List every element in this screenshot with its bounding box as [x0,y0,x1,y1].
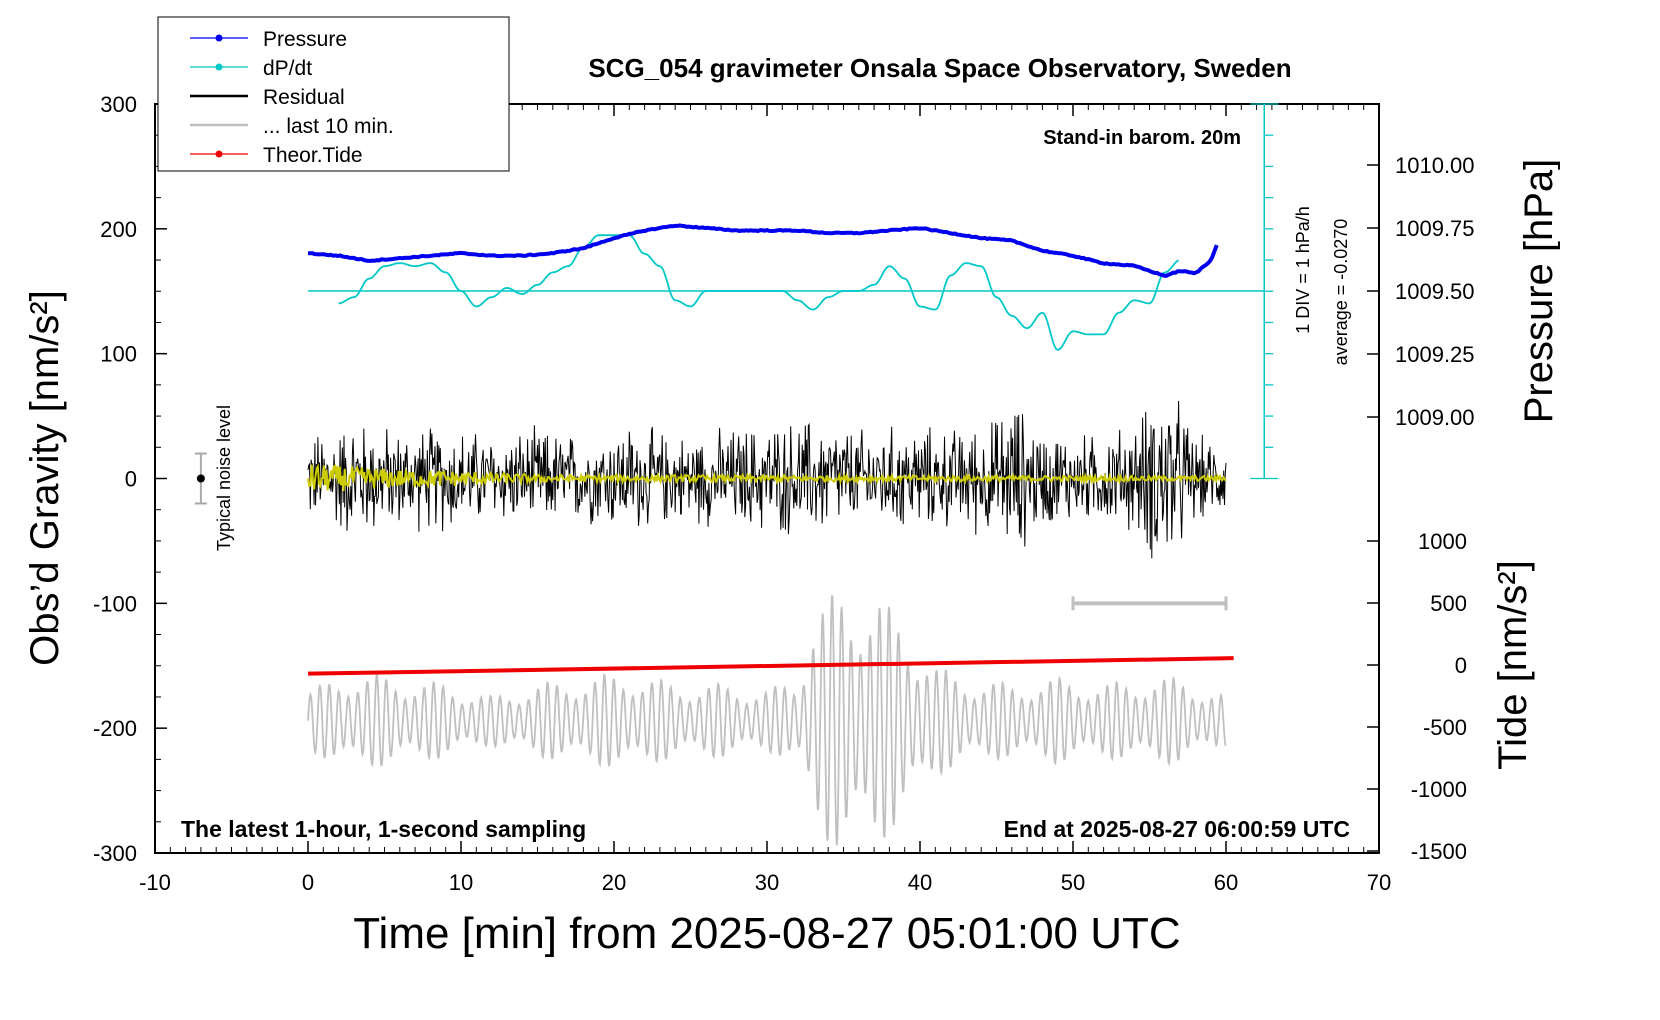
tide-tick-label: 500 [1430,591,1467,616]
y-axis-label-gravity: Obs’d Gravity [nm/s²] [23,290,67,666]
sampling-note: The latest 1-hour, 1-second sampling [181,816,586,842]
tide-tick-label: 1000 [1418,529,1467,554]
tide-tick-label: -500 [1423,715,1467,740]
noise-center-dot [196,474,205,483]
y-tick-label: -300 [93,841,137,866]
x-tick-label: -10 [139,870,171,895]
pressure-tick-label: 1009.75 [1395,216,1475,241]
y-axis-label-pressure: Pressure [hPa] [1517,159,1560,424]
y-tick-label: 100 [100,342,137,367]
legend-label: Pressure [263,28,347,51]
chart-title: SCG_054 gravimeter Onsala Space Observat… [588,53,1291,83]
x-tick-label: 40 [908,870,932,895]
dpdt-scale-bar [1250,103,1279,480]
legend-label: Residual [263,86,345,109]
x-tick-label: 10 [449,870,473,895]
dpdt-series [338,234,1180,351]
residual-smoothed-series [307,463,1227,492]
theor-tide-series [307,656,1234,676]
series-layer [307,223,1265,846]
y-tick-label: -200 [93,716,137,741]
y-tick-label: 0 [125,467,137,492]
y-tick-labels: 300 200 100 0 -100 -200 -300 [93,92,137,866]
noise-level-bar [194,452,207,505]
x-tick-label: 50 [1061,870,1085,895]
pressure-tick-labels: 1010.00 1009.75 1009.50 1009.25 1009.00 [1395,153,1475,430]
y-axis-label-tide: Tide [nm/s²] [1491,560,1535,770]
x-axis-label: Time [min] from 2025-08-27 05:01:00 UTC [353,909,1180,958]
tide-tick-label: 0 [1455,653,1467,678]
legend-label: dP/dt [263,57,312,80]
end-time-note: End at 2025-08-27 06:00:59 UTC [1004,816,1350,842]
pressure-tick-label: 1009.50 [1395,279,1475,304]
legend-label: ... last 10 min. [263,115,394,138]
noise-level-label: Typical noise level [214,405,234,551]
tide-tick-label: -1500 [1411,839,1467,864]
x-tick-label: 30 [755,870,779,895]
x-tick-label: 60 [1214,870,1238,895]
pressure-series [307,223,1219,278]
legend-label: Theor.Tide [263,144,363,167]
y-tick-label: 200 [100,217,137,242]
legend-swatch-dot [215,34,223,42]
residual-series [307,400,1227,559]
x-tick-label: 20 [602,870,626,895]
legend-box [157,16,510,172]
y-tick-label: 300 [100,92,137,117]
stand-in-note: Stand-in barom. 20m [1043,127,1241,149]
gravimeter-chart: -10 0 10 20 30 40 50 60 70 3002001000-100-200-30… [23,16,1560,958]
legend-swatch-dot [215,63,223,71]
tide-tick-labels: 1000 500 0 -500 -1000 -1500 [1411,529,1467,864]
x-tick-labels: -10 0 10 20 30 40 50 60 70 [139,870,1391,895]
legend-swatch-dot [215,150,223,158]
y-tick-label: -100 [93,591,137,616]
last-10-min-series [307,595,1227,846]
x-tick-label: 70 [1367,870,1391,895]
dpdt-average-label: average = -0.0270 [1331,219,1351,366]
x-tick-label: 0 [302,870,314,895]
tide-tick-label: -1000 [1411,777,1467,802]
pressure-tick-label: 1009.00 [1395,405,1475,430]
pressure-tick-label: 1010.00 [1395,153,1475,178]
axis-ticks [154,103,1380,854]
pressure-tick-label: 1009.25 [1395,342,1475,367]
dpdt-scale-label: 1 DIV = 1 hPa/h [1293,206,1313,334]
legend: Pressure dP/dt Residual ... last 10 min. The… [157,16,510,172]
